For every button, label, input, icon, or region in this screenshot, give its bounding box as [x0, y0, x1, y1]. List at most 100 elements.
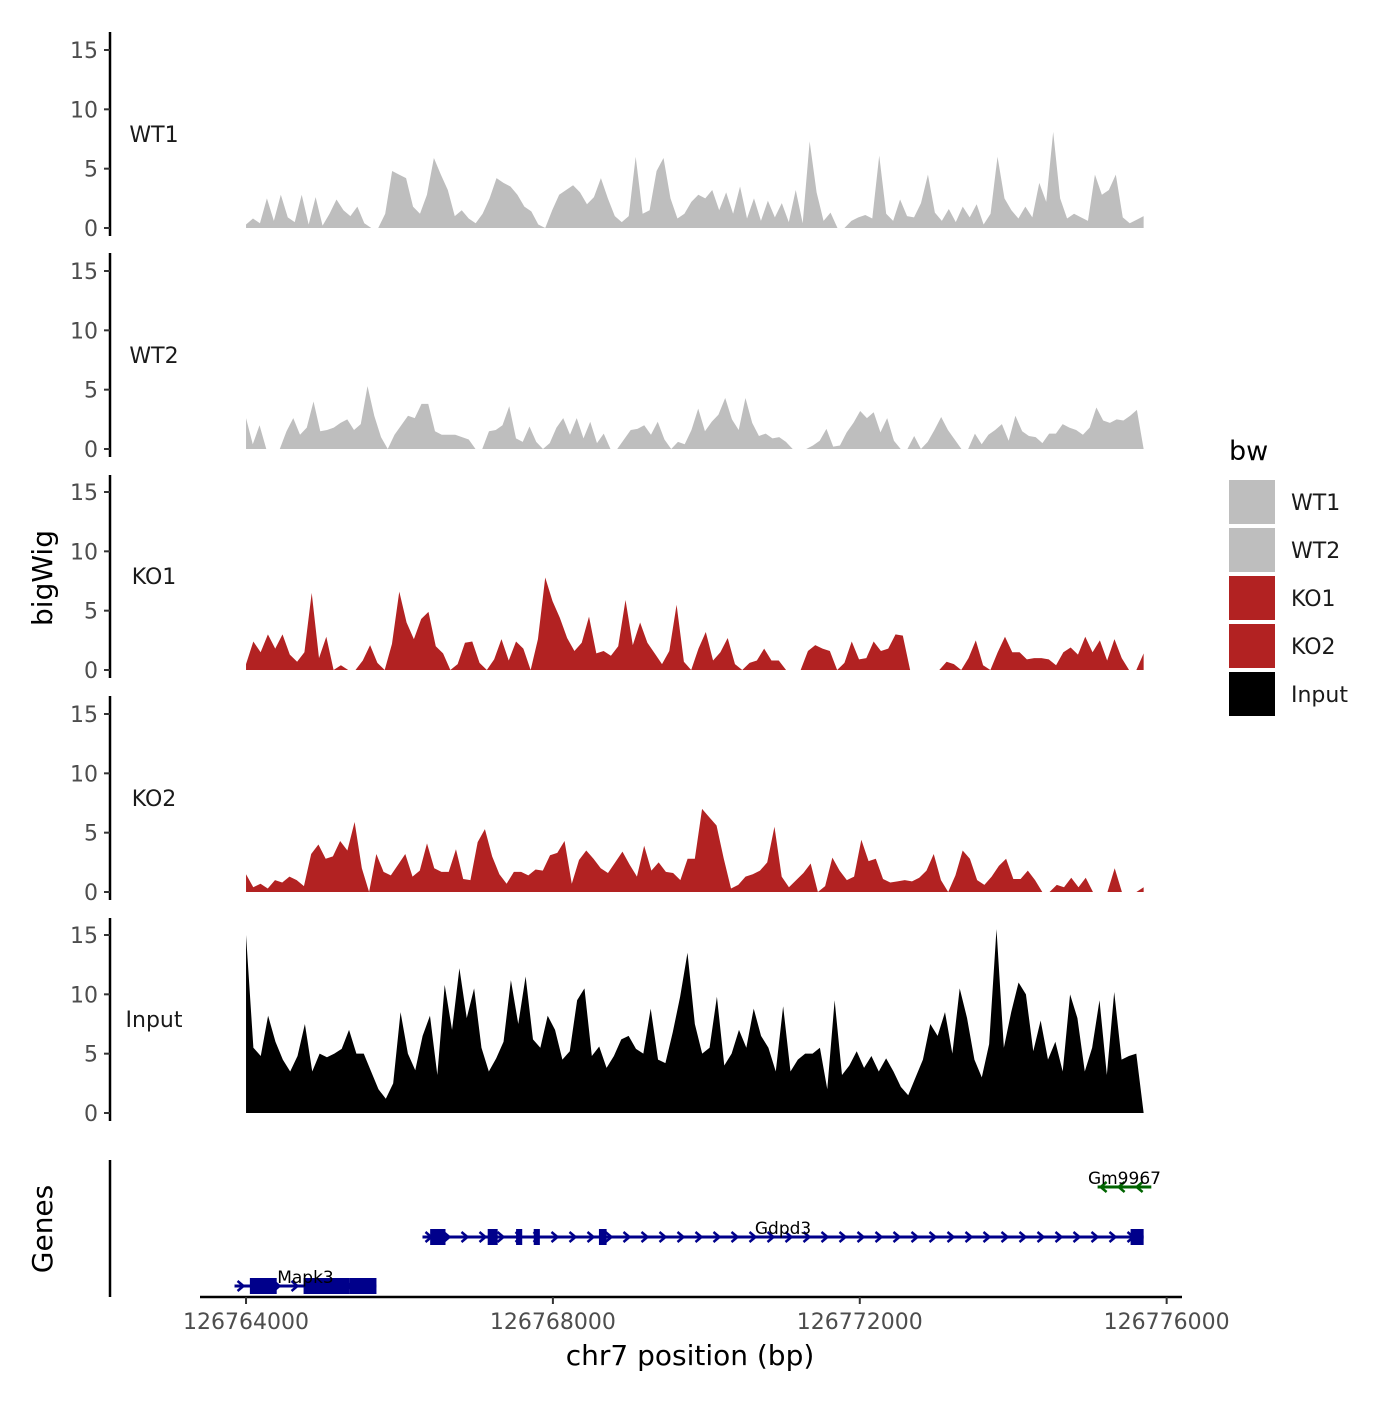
strand-chevron	[658, 1231, 668, 1243]
strand-chevron	[604, 1231, 614, 1243]
strand-chevron	[712, 1231, 722, 1243]
strand-chevron	[928, 1231, 938, 1243]
strand-chevron	[910, 1231, 920, 1243]
area-input	[246, 929, 1144, 1113]
track-ko1: 0 5 10 15 KO1	[70, 475, 1144, 684]
legend-label-ko1: KO1	[1291, 587, 1336, 612]
y-tick-label: 5	[84, 379, 98, 404]
strand-chevron	[964, 1231, 974, 1243]
x-axis-title: chr7 position (bp)	[566, 1339, 815, 1372]
legend-swatch-ko2	[1229, 624, 1275, 668]
area-ko1	[246, 577, 1144, 670]
legend: bw WT1 WT2 KO1 KO2 Input	[1229, 436, 1348, 716]
exon	[430, 1229, 446, 1245]
y-tick-label: 0	[84, 881, 98, 906]
exon	[533, 1229, 540, 1245]
y-tick-label: 5	[84, 600, 98, 625]
legend-label-wt1: WT1	[1291, 491, 1340, 516]
strand-chevron	[892, 1231, 902, 1243]
exon	[516, 1229, 523, 1245]
genes-axis-title: Genes	[26, 1185, 59, 1273]
y-tick-label: 10	[70, 762, 98, 787]
y-tick-label: 15	[70, 260, 98, 285]
track-label: Input	[126, 1008, 183, 1033]
strand-chevron	[748, 1231, 758, 1243]
strand-chevron	[730, 1231, 740, 1243]
y-tick-label: 15	[70, 39, 98, 64]
strand-chevron	[550, 1231, 560, 1243]
exon	[598, 1229, 607, 1245]
strand-chevron	[640, 1231, 650, 1243]
x-axis: 126764000 126768000 126772000 126776000	[183, 1295, 1230, 1335]
area-wt1	[246, 131, 1144, 228]
y-tick-label: 0	[84, 438, 98, 463]
strand-chevron	[1098, 1181, 1108, 1193]
strand-chevron	[290, 1280, 300, 1292]
gene-track: Gm9967 Gdpd3 Mapk3	[108, 1160, 1161, 1297]
x-tick-label: 126768000	[490, 1310, 616, 1335]
strand-chevron	[1018, 1231, 1028, 1243]
gene-gm9967: Gm9967	[1088, 1169, 1161, 1193]
track-label: KO2	[132, 787, 177, 812]
exon	[249, 1278, 277, 1294]
track-ko2: 0 5 10 15 KO2	[70, 696, 1144, 906]
gene-gdpd3: Gdpd3	[422, 1219, 1144, 1245]
strand-chevron	[946, 1231, 956, 1243]
track-input: 0 5 10 15 Input	[70, 918, 1144, 1127]
strand-chevron	[460, 1231, 470, 1243]
strand-chevron	[802, 1231, 812, 1243]
track-wt1: 0 5 10 15 WT1	[70, 32, 1144, 242]
area-wt2	[246, 386, 1144, 449]
gene-label: Gdpd3	[755, 1219, 811, 1239]
y-tick-label: 10	[70, 540, 98, 565]
strand-chevron	[1108, 1231, 1118, 1243]
legend-title: bw	[1229, 436, 1268, 467]
strand-chevron	[1116, 1181, 1126, 1193]
strand-chevron	[236, 1280, 246, 1292]
y-tick-label: 10	[70, 983, 98, 1008]
strand-chevron	[1090, 1231, 1100, 1243]
legend-swatch-wt1	[1229, 480, 1275, 524]
exon	[1130, 1229, 1144, 1245]
strand-chevron	[766, 1231, 776, 1243]
exon	[303, 1278, 350, 1294]
track-label: KO1	[132, 565, 177, 590]
y-tick-label: 0	[84, 1102, 98, 1127]
x-tick-label: 126764000	[183, 1310, 309, 1335]
track-label: WT2	[129, 344, 178, 369]
x-tick-label: 126772000	[797, 1310, 923, 1335]
track-wt2: 0 5 10 15 WT2	[70, 253, 1144, 463]
strand-chevron	[676, 1231, 686, 1243]
legend-swatch-ko1	[1229, 576, 1275, 620]
strand-chevron	[1072, 1231, 1082, 1243]
strand-chevron	[496, 1231, 506, 1243]
legend-label-wt2: WT2	[1291, 539, 1340, 564]
strand-chevron	[478, 1231, 488, 1243]
tracks: 0 5 10 15 WT1 0 5 10 15 WT2 0 5 10 15 KO1 0 5 10 15 KO2 0 5 10…	[70, 32, 1144, 1127]
y-tick-label: 15	[70, 703, 98, 728]
legend-swatch-wt2	[1229, 528, 1275, 572]
y-tick-label: 0	[84, 659, 98, 684]
strand-chevron	[1054, 1231, 1064, 1243]
y-tick-label: 5	[84, 1043, 98, 1068]
exon	[487, 1229, 498, 1245]
strand-chevron	[568, 1231, 578, 1243]
y-tick-label: 15	[70, 924, 98, 949]
exon	[349, 1278, 377, 1294]
strand-chevron	[820, 1231, 830, 1243]
x-tick-label: 126776000	[1104, 1310, 1230, 1335]
strand-chevron	[1134, 1181, 1144, 1193]
y-tick-label: 10	[70, 319, 98, 344]
y-tick-label: 15	[70, 481, 98, 506]
legend-swatch-input	[1229, 672, 1275, 716]
y-tick-label: 5	[84, 822, 98, 847]
strand-chevron	[784, 1231, 794, 1243]
strand-chevron	[586, 1231, 596, 1243]
strand-chevron	[1036, 1231, 1046, 1243]
y-tick-label: 0	[84, 217, 98, 242]
y-axis-title: bigWig	[26, 530, 59, 626]
area-ko2	[246, 808, 1144, 892]
strand-chevron	[982, 1231, 992, 1243]
gene-mapk3: Mapk3	[234, 1268, 377, 1294]
